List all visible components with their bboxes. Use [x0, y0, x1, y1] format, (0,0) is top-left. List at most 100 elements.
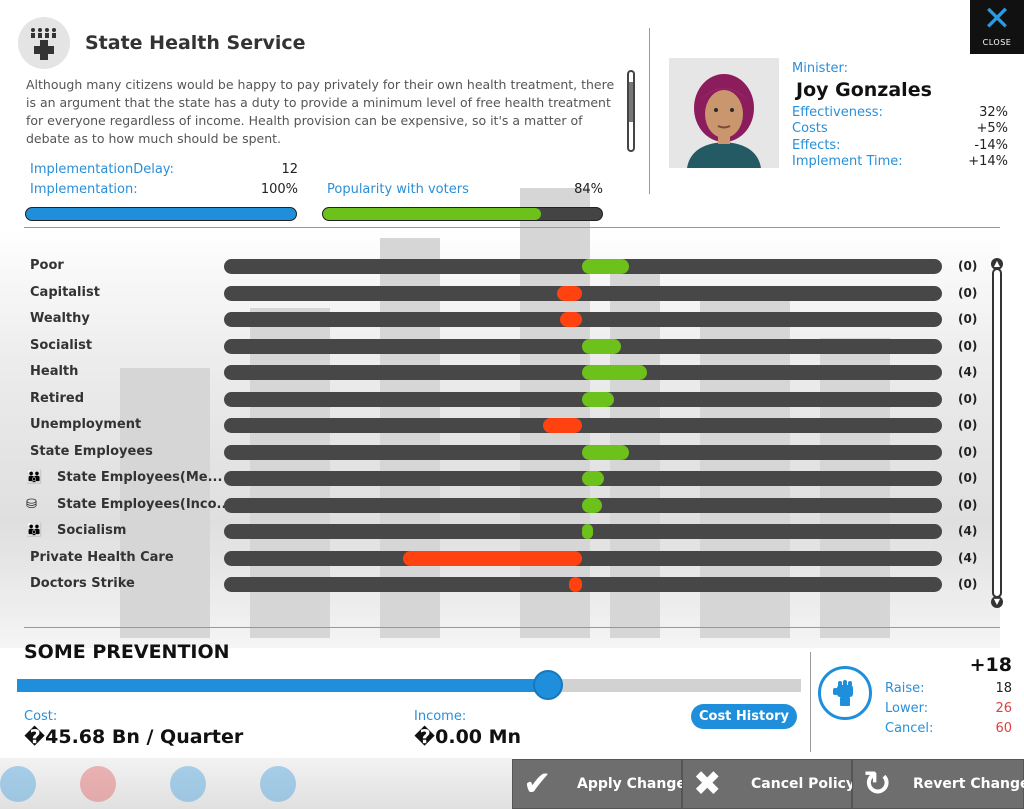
background-hud-strip	[0, 758, 512, 809]
policy-description: Although many citizens would be happy to…	[26, 77, 615, 146]
voter-group-value: (4)	[958, 524, 978, 538]
lower-value: 26	[995, 701, 1012, 716]
health-policy-icon	[18, 17, 70, 69]
voter-group-effect-bar	[224, 312, 942, 327]
voter-group-value: (0)	[958, 497, 978, 512]
voter-group-name: Unemployment	[30, 417, 142, 432]
voter-group-name: Socialism	[57, 523, 127, 538]
voter-group-value: (4)	[958, 550, 978, 565]
voter-group-value: (0)	[958, 444, 978, 459]
description-scrollbar[interactable]	[627, 70, 635, 152]
voter-group-row[interactable]: 👪 Socialism (4)	[24, 521, 984, 541]
voter-group-name: Poor	[30, 258, 64, 273]
voter-group-effect-segment	[556, 285, 582, 301]
voter-group-row[interactable]: Unemployment (0)	[24, 415, 984, 435]
cancel-policy-button[interactable]: ✖ Cancel Policy	[682, 759, 855, 809]
voter-group-name: Doctors Strike	[30, 576, 135, 591]
popularity-label: Popularity with voters	[327, 182, 469, 197]
cost-history-button[interactable]: Cost History	[691, 704, 797, 729]
voter-group-name: Socialist	[30, 337, 93, 353]
voter-group-effect-bar	[224, 391, 942, 407]
policy-slider[interactable]	[17, 679, 801, 692]
voter-group-effect-segment	[582, 365, 647, 380]
voter-group-value: (0)	[958, 338, 978, 353]
voter-group-effect-bar	[224, 444, 942, 460]
voter-group-effect-segment	[582, 391, 615, 407]
effects-label: Effects:	[792, 138, 841, 153]
header-divider	[649, 28, 650, 194]
revert-icon: ↻	[863, 764, 892, 804]
voter-group-effect-segment	[402, 550, 582, 566]
people-icon: 👪	[26, 523, 43, 538]
voter-group-effect-segment	[542, 418, 582, 433]
close-label: CLOSE	[982, 38, 1012, 47]
implementation-value: 100%	[260, 182, 298, 197]
cost-label: Cost:	[24, 709, 58, 724]
effectiveness-label: Effectiveness:	[792, 105, 883, 120]
apply-changes-button[interactable]: ✔ Apply Changes	[512, 759, 694, 809]
implementation-label: Implementation:	[30, 182, 138, 197]
minister-label: Minister:	[792, 61, 849, 76]
page-title: State Health Service	[85, 32, 306, 54]
implementation-delay-label: ImplementationDelay:	[30, 162, 174, 177]
lower-label: Lower:	[885, 701, 929, 716]
voter-group-name: Retired	[30, 390, 85, 406]
costs-value: +5%	[976, 121, 1008, 136]
voter-group-effect-segment	[560, 312, 582, 327]
voter-group-effect-bar	[224, 577, 942, 592]
close-button[interactable]: ✕ CLOSE	[970, 0, 1024, 54]
voter-group-value: (4)	[958, 365, 978, 379]
close-icon: ✕	[982, 0, 1012, 39]
voter-group-row[interactable]: State Employees (0)	[24, 442, 984, 462]
voter-group-name: Capitalist	[30, 284, 100, 300]
voter-group-row[interactable]: Health (4)	[24, 362, 984, 382]
costs-label: Costs	[792, 121, 828, 136]
voter-group-name: State Employees(Me...	[57, 470, 223, 485]
voter-group-row[interactable]: Retired (0)	[24, 389, 984, 409]
political-capital-delta: +18	[969, 654, 1012, 676]
minister-portrait[interactable]	[669, 58, 779, 168]
popularity-bar	[322, 207, 603, 221]
implementation-delay-value: 12	[281, 162, 298, 177]
fist-icon	[818, 666, 872, 720]
voter-group-row[interactable]: ⛁ State Employees(Inco... (0)	[24, 495, 984, 515]
voter-group-row[interactable]: Wealthy (0)	[24, 309, 984, 329]
income-label: Income:	[414, 709, 467, 724]
voter-group-row[interactable]: 👪 State Employees(Me... (0)	[24, 468, 984, 488]
voter-group-value: (0)	[958, 391, 978, 406]
voter-group-row[interactable]: Socialist (0)	[24, 336, 984, 356]
minister-name: Joy Gonzales	[796, 79, 932, 101]
voter-group-row[interactable]: Private Health Care (4)	[24, 548, 984, 568]
voter-group-effect-segment	[582, 524, 593, 539]
income-value: �0.00 Mn	[414, 726, 522, 748]
checkmark-icon: ✔	[523, 764, 552, 804]
voter-group-value: (0)	[958, 577, 978, 591]
scroll-up-icon[interactable]: ▲	[991, 258, 1003, 270]
cancel-label: Cancel:	[885, 721, 934, 736]
voter-group-value: (0)	[958, 259, 978, 273]
voter-group-effect-bar	[224, 524, 942, 539]
policy-slider-handle[interactable]	[532, 670, 563, 700]
voter-group-row[interactable]: Poor (0)	[24, 256, 984, 276]
voter-group-name: Wealthy	[30, 311, 90, 326]
scroll-down-icon[interactable]: ▼	[991, 596, 1003, 608]
raise-label: Raise:	[885, 681, 925, 696]
voter-group-effect-segment	[582, 471, 604, 486]
voter-group-value: (0)	[958, 471, 978, 485]
voter-group-effect-bar	[224, 550, 942, 566]
voter-group-name: Private Health Care	[30, 549, 174, 565]
voter-group-effect-segment	[582, 259, 629, 274]
implementation-bar	[25, 207, 297, 221]
coins-icon: ⛁	[26, 496, 37, 512]
voter-group-effect-bar	[224, 418, 942, 433]
voter-group-row[interactable]: Doctors Strike (0)	[24, 574, 984, 594]
voter-group-row[interactable]: Capitalist (0)	[24, 283, 984, 303]
section-divider	[24, 227, 1000, 228]
voter-group-effect-segment	[582, 444, 629, 460]
voter-group-name: State Employees	[30, 443, 153, 459]
group-list-scrollbar[interactable]: ▲ ▼	[991, 258, 1003, 608]
voter-group-effect-bar	[224, 338, 942, 354]
implement-time-value: +14%	[968, 154, 1008, 169]
voter-group-effect-segment	[569, 577, 582, 592]
revert-changes-button[interactable]: ↻ Revert Changes	[852, 759, 1024, 809]
